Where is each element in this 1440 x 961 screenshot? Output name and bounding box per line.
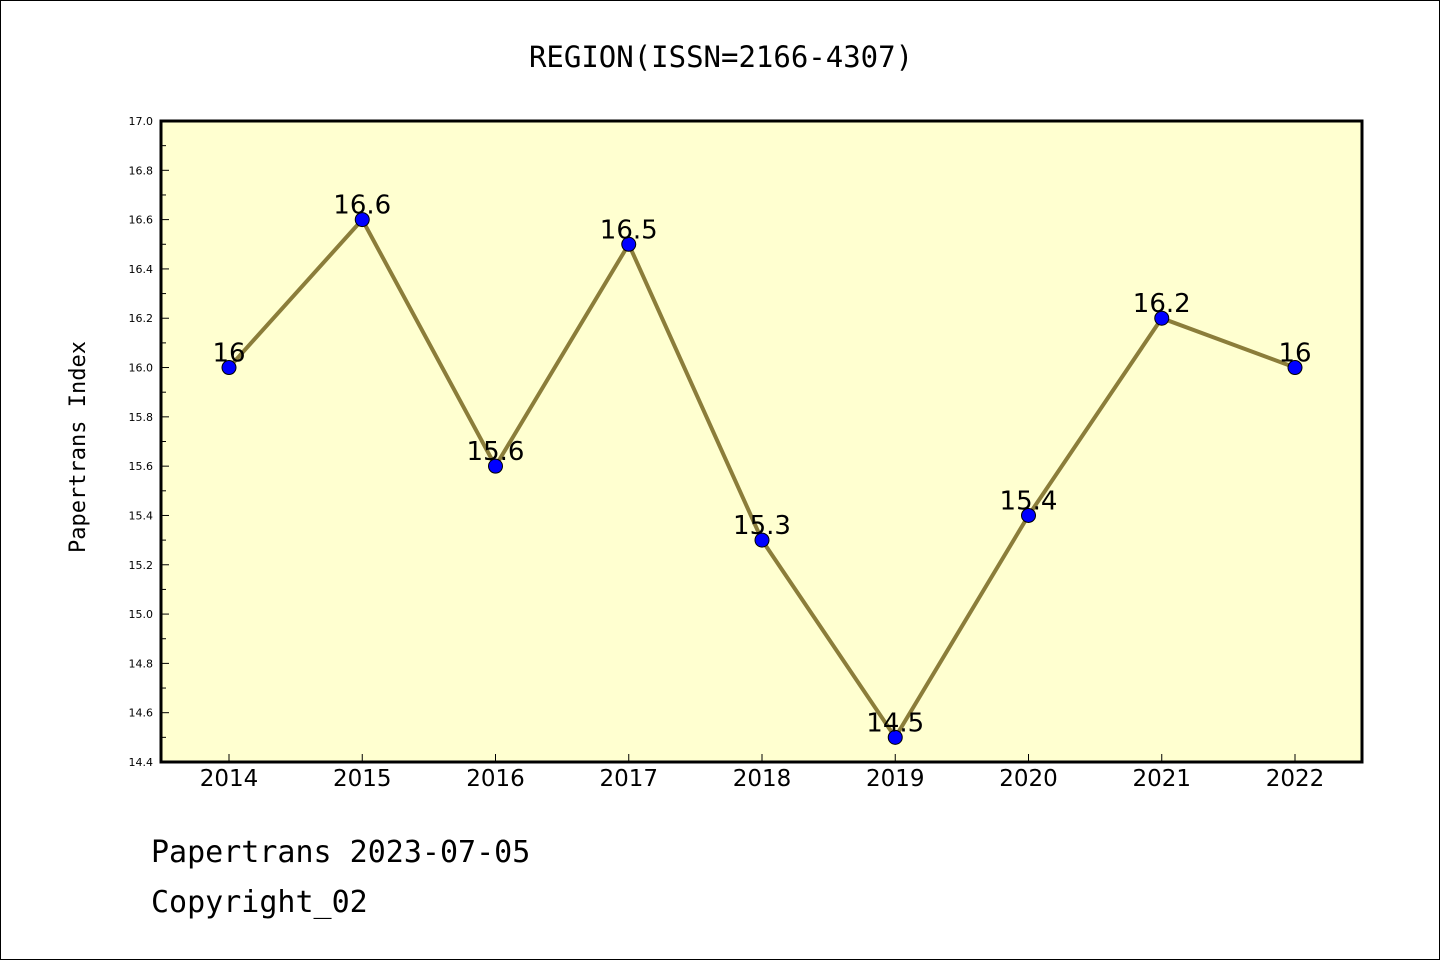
y-tick-label: 15.8 bbox=[129, 411, 154, 424]
chart-title: REGION(ISSN=2166-4307) bbox=[529, 40, 913, 74]
x-tick-label: 2019 bbox=[866, 766, 925, 792]
data-point bbox=[1154, 310, 1170, 326]
y-tick-label: 15.4 bbox=[129, 509, 154, 522]
y-tick-label: 17.0 bbox=[129, 115, 154, 128]
x-tick-label: 2014 bbox=[200, 766, 259, 792]
data-point bbox=[221, 360, 237, 376]
footer-copyright: Copyright_02 bbox=[151, 885, 368, 920]
series-0: 16 16.6 15.6 16.5 15.3 14.5 15.4 16.2 16 bbox=[212, 191, 1312, 745]
y-axis: 14.4 14.6 14.8 15.0 15.2 15.4 15.6 15.8 16.0 16.2… bbox=[129, 115, 169, 769]
y-tick-label: 16.2 bbox=[129, 312, 154, 325]
y-axis-label: Papertrans Index bbox=[66, 341, 91, 553]
y-tick-label: 14.4 bbox=[129, 756, 154, 769]
x-tick-label: 2016 bbox=[466, 766, 525, 792]
data-label: 16 bbox=[212, 339, 245, 369]
data-label: 15.4 bbox=[1000, 486, 1058, 516]
x-tick-label: 2020 bbox=[999, 766, 1058, 792]
data-point bbox=[1021, 507, 1036, 523]
data-label: 16 bbox=[1278, 339, 1311, 369]
data-point bbox=[354, 212, 370, 228]
y-tick-label: 16.4 bbox=[129, 263, 154, 276]
plot-area bbox=[161, 121, 1362, 762]
y-tick-label: 15.0 bbox=[129, 608, 154, 621]
data-label: 15.3 bbox=[733, 511, 791, 541]
x-tick-label: 2018 bbox=[733, 766, 792, 792]
data-label: 16.2 bbox=[1133, 289, 1191, 319]
data-label: 15.6 bbox=[467, 437, 525, 467]
y-tick-label: 16.8 bbox=[129, 164, 154, 177]
footer-date: Papertrans 2023-07-05 bbox=[151, 835, 531, 870]
y-tick-label: 16.0 bbox=[129, 362, 154, 375]
plot-border bbox=[159, 119, 1364, 764]
y-tick-label: 14.6 bbox=[129, 707, 154, 720]
y-tick-label: 16.6 bbox=[129, 214, 154, 227]
x-axis: 2014 2015 2016 2017 2018 2019 2020 2021 2022 bbox=[200, 754, 1325, 792]
data-point bbox=[754, 532, 770, 548]
data-point bbox=[621, 236, 637, 252]
data-point bbox=[887, 729, 903, 745]
x-tick-label: 2022 bbox=[1266, 766, 1325, 792]
data-label: 16.5 bbox=[600, 215, 658, 245]
data-label: 14.5 bbox=[866, 708, 924, 738]
x-tick-label: 2017 bbox=[599, 766, 658, 792]
data-label: 16.6 bbox=[333, 191, 391, 221]
data-point bbox=[488, 458, 503, 474]
x-tick-label: 2015 bbox=[333, 766, 392, 792]
y-tick-label: 15.2 bbox=[129, 559, 154, 572]
y-tick-label: 14.8 bbox=[129, 657, 154, 670]
data-point bbox=[1287, 360, 1303, 376]
x-tick-label: 2021 bbox=[1132, 766, 1191, 792]
y-tick-label: 15.6 bbox=[129, 460, 154, 473]
